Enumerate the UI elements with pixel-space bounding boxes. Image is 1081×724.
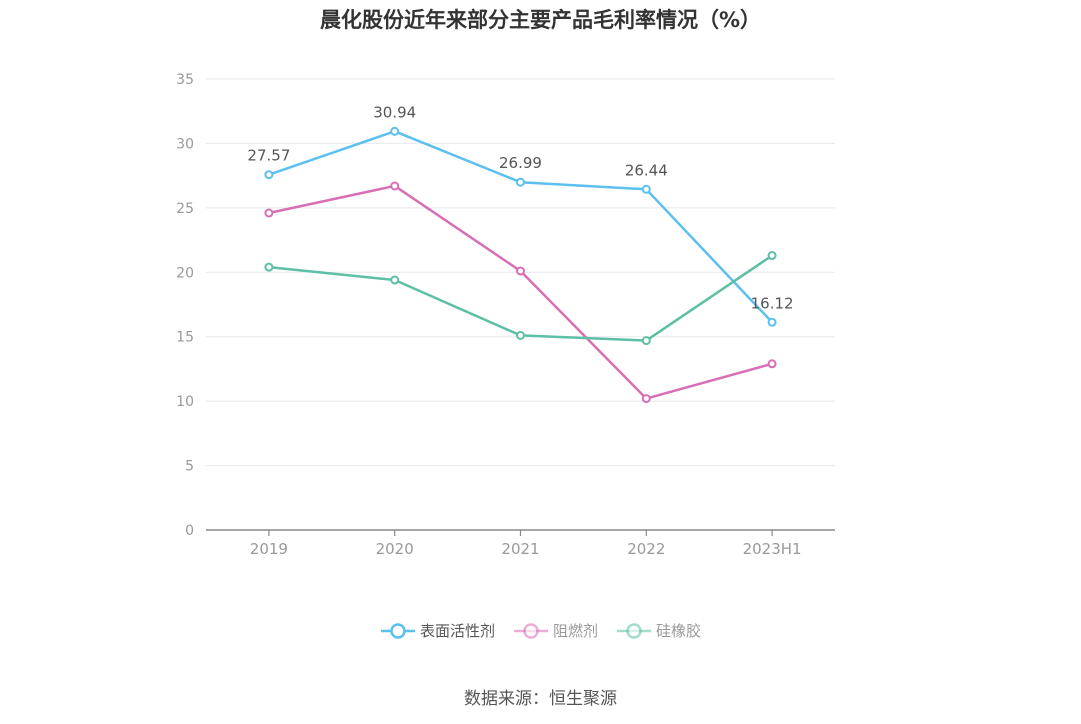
data-label: 26.44 [625, 161, 668, 179]
legend-label: 表面活性剂 [419, 622, 495, 640]
data-point[interactable] [641, 336, 651, 346]
y-tick-label: 5 [185, 459, 194, 475]
x-tick-label: 2022 [627, 540, 665, 558]
y-tick-label: 30 [176, 136, 194, 152]
data-label: 30.94 [373, 103, 416, 121]
y-tick-label: 20 [176, 265, 194, 281]
x-tick-label: 2020 [376, 540, 414, 558]
legend-line-circle-icon [617, 622, 651, 639]
y-tick-label: 35 [176, 72, 194, 88]
legend-item-2[interactable]: 硅橡胶 [616, 620, 701, 641]
data-point[interactable] [767, 317, 777, 327]
data-labels: 27.57 30.94 26.99 26.44 16.12 [247, 103, 793, 312]
legend-line-circle-icon [380, 622, 415, 639]
data-point[interactable] [767, 359, 777, 369]
data-point[interactable] [390, 181, 400, 191]
data-point[interactable] [641, 184, 651, 194]
legend-label: 阻燃剂 [552, 622, 598, 640]
data-point[interactable] [264, 208, 274, 218]
chart-title: 晨化股份近年来部分主要产品毛利率情况（%） [319, 8, 762, 32]
data-label: 16.12 [751, 294, 794, 312]
x-tick-label: 2023H1 [743, 540, 802, 558]
y-tick-label: 10 [176, 394, 194, 410]
data-label: 27.57 [247, 147, 290, 165]
x-tick-label: 2021 [501, 540, 539, 558]
series-line-1 [268, 184, 773, 400]
data-point[interactable] [516, 330, 525, 340]
data-point[interactable] [390, 275, 400, 285]
y-tick-label: 0 [185, 523, 194, 539]
data-point[interactable] [390, 126, 400, 136]
data-source-note: 数据来源：恒生聚源 [464, 689, 617, 709]
data-label: 26.99 [499, 154, 542, 172]
x-tick-label: 2019 [250, 540, 288, 558]
legend-item-0[interactable]: 表面活性剂 [380, 620, 495, 641]
series-lines [264, 126, 777, 404]
legend-item-1[interactable]: 阻燃剂 [513, 620, 598, 641]
y-tick-label: 25 [176, 201, 194, 217]
legend-label: 硅橡胶 [656, 622, 702, 640]
data-point[interactable] [516, 177, 525, 187]
data-point[interactable] [516, 266, 525, 276]
data-point[interactable] [641, 394, 651, 404]
data-point[interactable] [767, 251, 777, 261]
data-point[interactable] [264, 170, 274, 180]
data-point[interactable] [264, 262, 274, 272]
legend: 表面活性剂 阻燃剂 硅橡胶 [0, 620, 1081, 641]
y-tick-label: 15 [176, 330, 194, 346]
legend-line-circle-icon [513, 622, 548, 639]
axes: 0 5 10 15 20 25 30 35 2019 2020 2021 2022 2023H1 [176, 72, 835, 558]
